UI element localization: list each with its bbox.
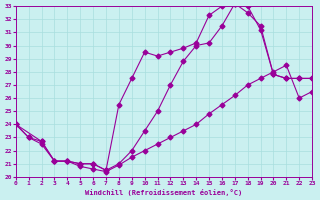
X-axis label: Windchill (Refroidissement éolien,°C): Windchill (Refroidissement éolien,°C) bbox=[85, 189, 243, 196]
